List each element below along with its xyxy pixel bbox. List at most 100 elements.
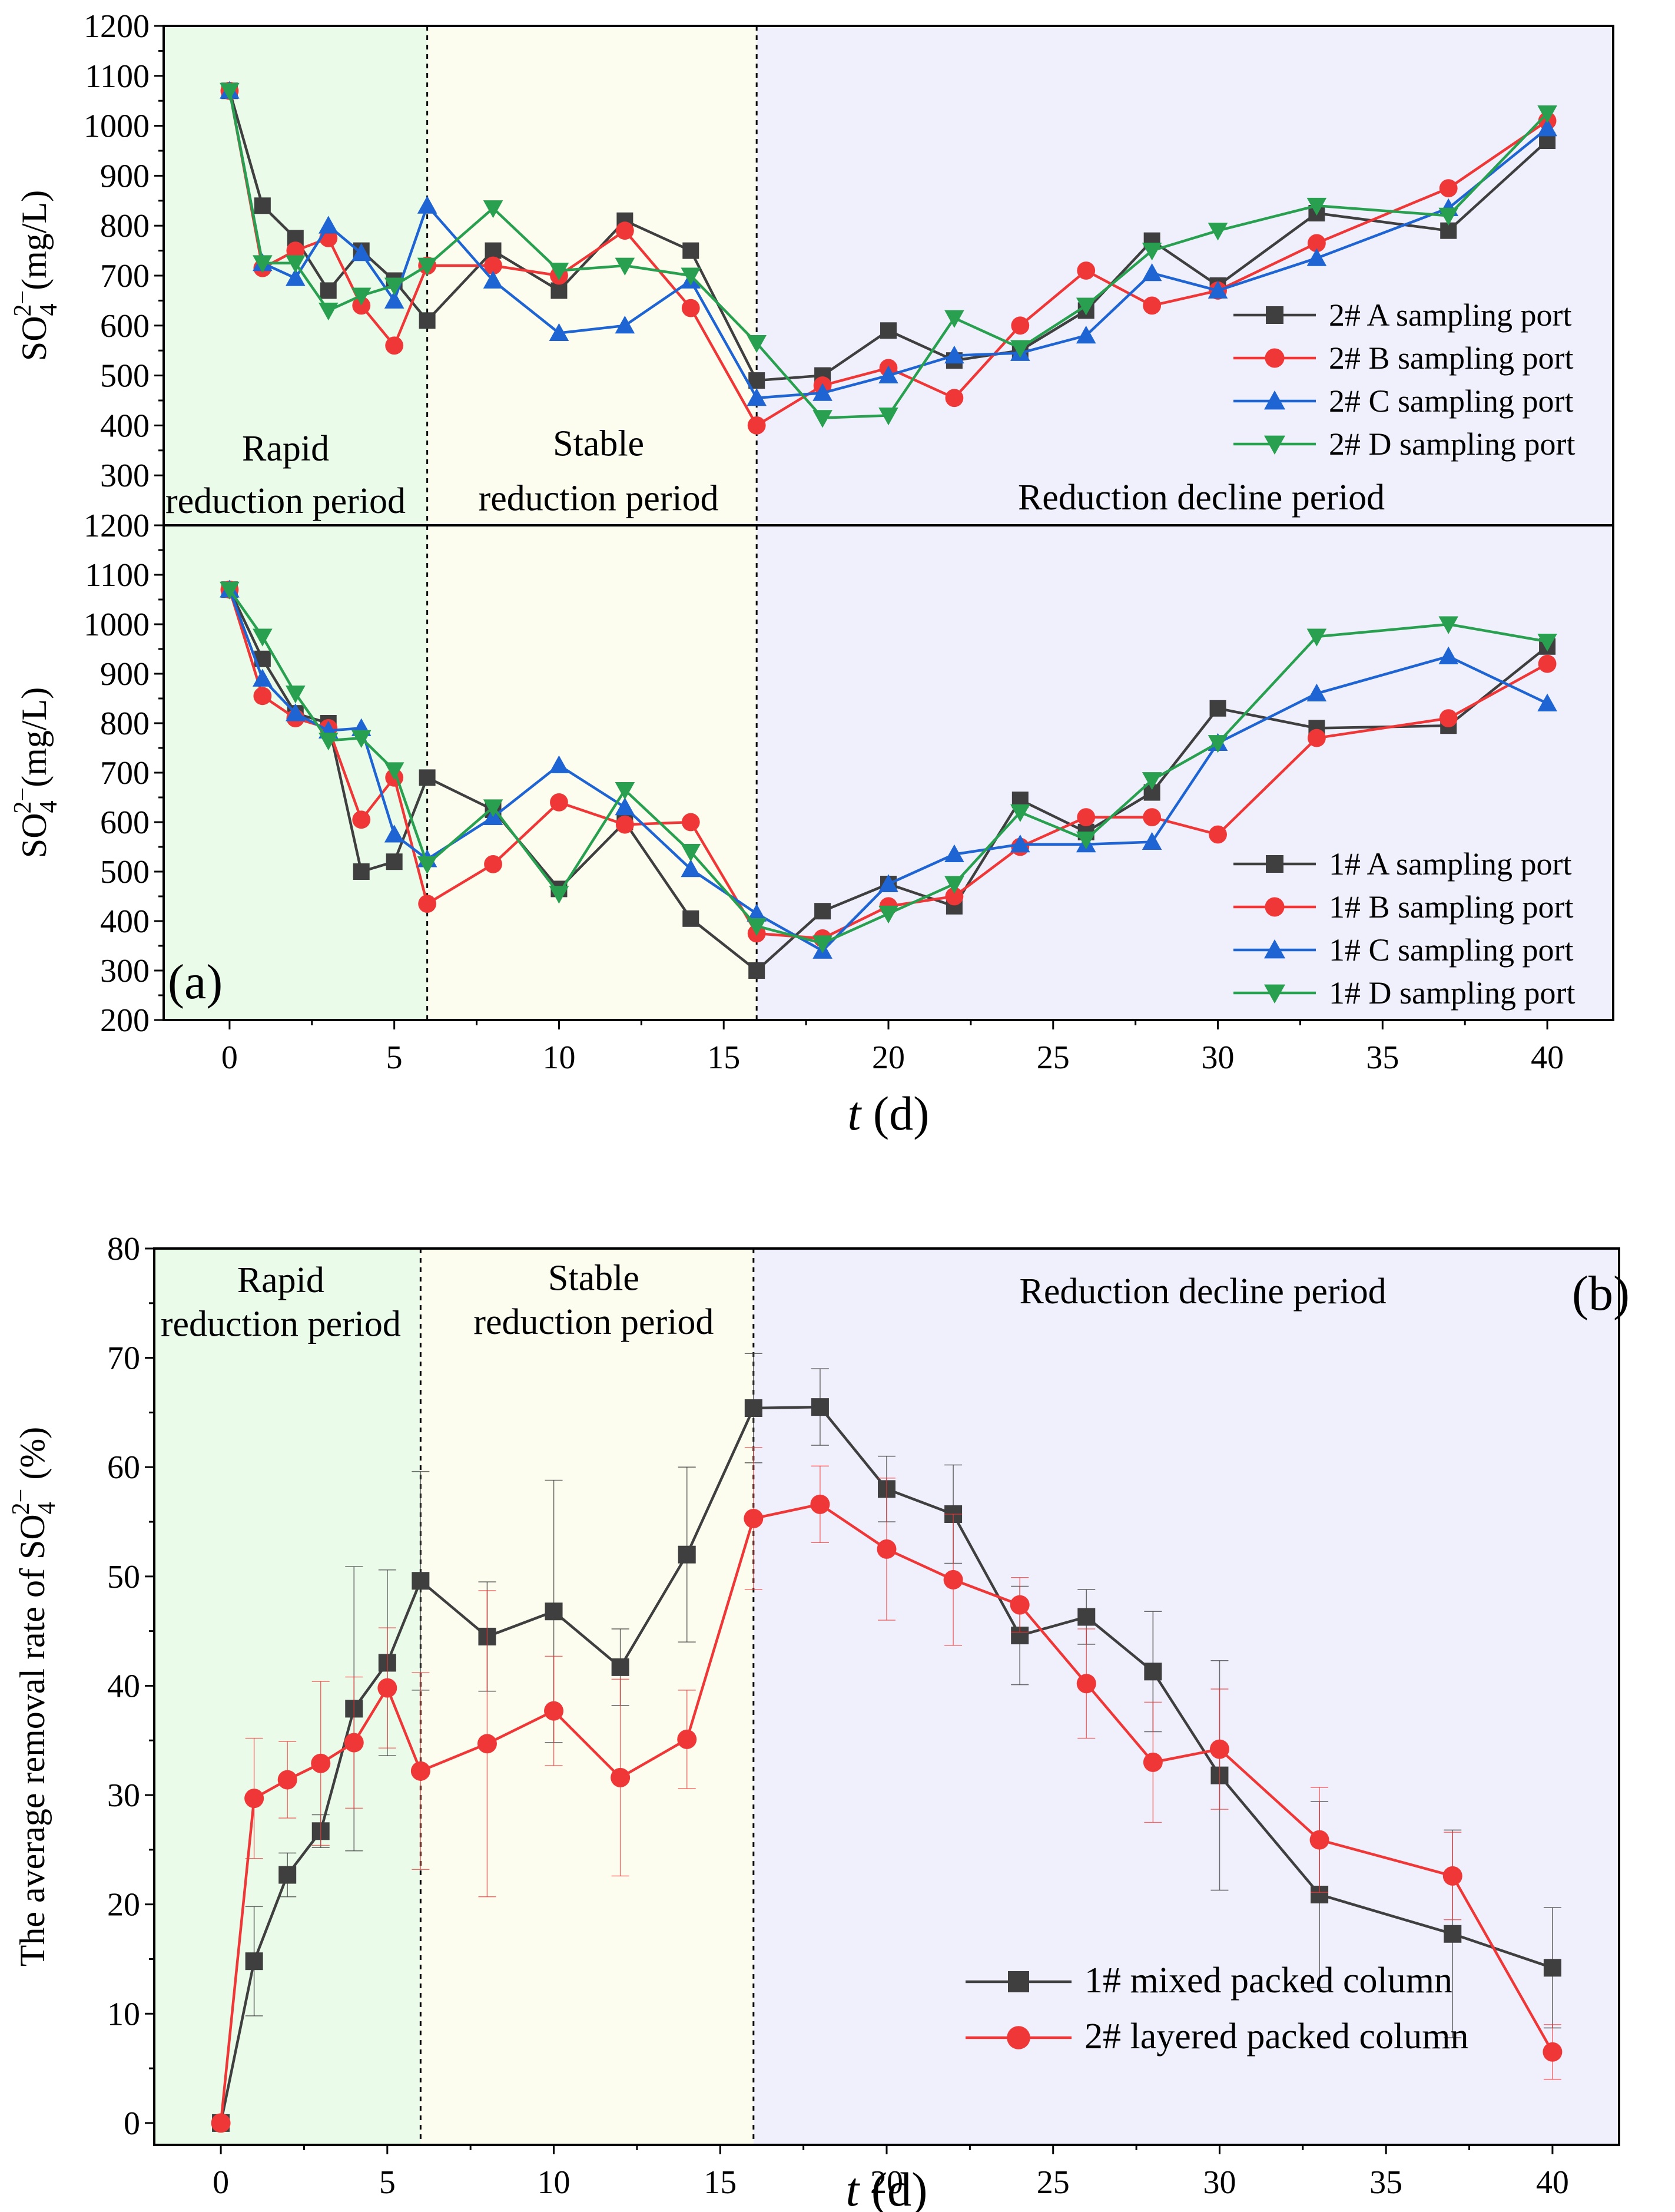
legend: 1# mixed packed column 2# layered packed … (966, 1961, 1468, 2057)
data-point-1#-d-sampling-port-2 (286, 686, 306, 704)
data-point-1#-a-sampling-port-18 (814, 903, 831, 920)
data-point-1#-mixed-packed-column-2 (278, 1866, 297, 1884)
data-point-1#-c-sampling-port-22 (944, 844, 964, 863)
series-1#-mixed-packed-column (212, 1353, 1561, 2132)
data-point-2#-d-sampling-port-8 (483, 200, 503, 218)
data-point-1#-a-sampling-port-4 (353, 863, 370, 880)
x-tick-label: 40 (1536, 2164, 1569, 2201)
period-label-stable-1: reduction period (479, 479, 719, 519)
data-point-2#-layered-packed-column-14 (677, 1729, 697, 1749)
series-line-1#-a-sampling-port (228, 589, 1548, 972)
y-tick-label: 1000 (84, 607, 150, 643)
data-point-1#-c-sampling-port-28 (1142, 832, 1162, 850)
y-tick-label: 1200 (84, 8, 150, 45)
period-label-decline-0: Reduction decline period (1020, 1271, 1387, 1312)
data-point-2#-d-sampling-port-3 (318, 302, 339, 321)
data-point-2#-layered-packed-column-16 (744, 1508, 764, 1528)
data-point-1#-d-sampling-port-22 (944, 876, 964, 894)
data-point-2#-b-sampling-port-28 (1143, 296, 1162, 315)
period-label-rapid-0: Rapid (237, 1260, 324, 1300)
period-label-stable-0: Stable (553, 423, 644, 463)
chart-middle-1#-sampling-ports: 200 300 400 500 600 700 800 900 1000 1100 1200 0 5 10… (9, 508, 1614, 1140)
data-point-1#-c-sampling-port-10 (549, 755, 569, 773)
data-point-1#-d-sampling-port-18 (812, 935, 832, 953)
period-band-decline (757, 525, 1613, 1020)
data-point-1#-d-sampling-port-26 (1076, 831, 1096, 850)
data-point-1#-b-sampling-port-8 (484, 855, 502, 873)
series-2#-d-sampling-port (220, 82, 1557, 428)
period-label-rapid-1: reduction period (165, 481, 406, 521)
legend-marker (1266, 855, 1283, 873)
y-tick-label: 300 (100, 953, 150, 989)
data-point-2#-d-sampling-port-2 (286, 255, 306, 273)
y-axis-title: The average removal rate of SO42− (%) (8, 1427, 61, 1967)
legend-marker (1266, 306, 1283, 324)
period-band-stable (427, 525, 757, 1020)
data-point-2#-d-sampling-port-30 (1208, 223, 1228, 241)
series-line-2#-d-sampling-port (228, 90, 1548, 419)
data-point-2#-d-sampling-port-14 (681, 267, 701, 286)
legend-label-1#-a-sampling-port: 1# A sampling port (1329, 846, 1572, 882)
legend-label-1#-b-sampling-port: 1# B sampling port (1329, 889, 1574, 925)
data-point-2#-d-sampling-port-1 (253, 255, 273, 273)
y-axis-title-part: (%) (13, 1427, 52, 1489)
period-label-decline-0: Reduction decline period (1018, 478, 1385, 518)
legend-marker (1264, 390, 1285, 410)
x-tick-label: 0 (221, 1039, 238, 1076)
data-point-1#-a-sampling-port-6 (419, 769, 436, 786)
data-point-2#-layered-packed-column-24 (1010, 1595, 1030, 1615)
y-tick-label: 80 (107, 1231, 140, 1267)
y-tick-label: 20 (107, 1887, 140, 1923)
y-tick-label: 0 (124, 2105, 140, 2142)
data-point-2#-layered-packed-column-3 (311, 1753, 331, 1773)
data-point-2#-b-sampling-port-2 (286, 241, 305, 260)
y-tick-label: 800 (100, 208, 150, 244)
data-point-2#-c-sampling-port-22 (944, 345, 964, 364)
data-point-2#-c-sampling-port-18 (812, 383, 832, 401)
data-point-2#-layered-packed-column-28 (1143, 1752, 1163, 1772)
data-point-1#-a-sampling-port-5 (386, 853, 403, 870)
data-point-1#-d-sampling-port-10 (549, 886, 569, 904)
y-tick-label: 800 (100, 706, 150, 742)
data-point-2#-a-sampling-port-14 (682, 242, 699, 259)
data-point-2#-layered-packed-column-10 (544, 1701, 564, 1721)
x-axis-title-unit: (d) (861, 1087, 929, 1140)
x-tick-label: 35 (1366, 1039, 1399, 1076)
data-point-2#-d-sampling-port-18 (812, 410, 832, 428)
y-axis-title-part: SO (15, 813, 54, 858)
data-point-2#-layered-packed-column-33 (1309, 1830, 1329, 1850)
data-point-2#-layered-packed-column-22 (943, 1569, 963, 1590)
data-point-2#-b-sampling-port-8 (484, 256, 502, 275)
data-point-2#-layered-packed-column-1 (244, 1789, 264, 1809)
data-point-1#-a-sampling-port-14 (682, 910, 699, 927)
data-point-2#-b-sampling-port-4 (352, 296, 371, 315)
data-point-2#-d-sampling-port-28 (1142, 243, 1162, 261)
data-point-2#-layered-packed-column-30 (1209, 1739, 1229, 1759)
data-point-1#-b-sampling-port-30 (1209, 825, 1227, 844)
legend-marker (1264, 984, 1285, 1004)
data-point-1#-d-sampling-port-20 (878, 905, 898, 924)
data-point-2#-c-sampling-port-3 (318, 216, 339, 234)
y-axis-title: SO42−(mg/L) (9, 687, 62, 858)
data-point-1#-d-sampling-port-4 (351, 730, 372, 748)
x-tick-label: 40 (1531, 1039, 1564, 1076)
period-band-decline (757, 26, 1613, 525)
data-point-2#-c-sampling-port-5 (384, 290, 404, 309)
series-line-1#-c-sampling-port (228, 589, 1548, 953)
period-band-decline (753, 1249, 1619, 2145)
legend-label-2#-layered-packed-column: 2# layered packed column (1084, 2016, 1468, 2057)
y-tick-label: 500 (100, 358, 150, 395)
period-band-stable (427, 26, 757, 525)
data-point-1#-mixed-packed-column-10 (545, 1602, 563, 1621)
data-point-1#-mixed-packed-column-6 (412, 1572, 430, 1590)
data-point-2#-c-sampling-port-40 (1537, 118, 1557, 137)
data-point-2#-d-sampling-port-5 (384, 277, 404, 296)
x-tick-label: 35 (1369, 2164, 1402, 2201)
series-1#-d-sampling-port (220, 581, 1557, 953)
data-point-1#-b-sampling-port-33 (1308, 728, 1326, 747)
x-axis-title-var: t (846, 2163, 861, 2212)
data-point-2#-c-sampling-port-12 (615, 316, 635, 334)
legend-marker (1264, 435, 1285, 455)
x-axis-title: t (d) (848, 1087, 930, 1140)
data-point-2#-layered-packed-column-6 (410, 1761, 430, 1781)
